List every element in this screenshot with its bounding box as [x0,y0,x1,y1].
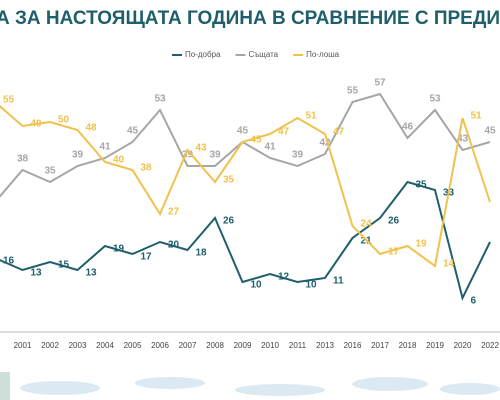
data-label: 39 [72,150,84,161]
x-tick-label: 2016 [344,341,362,350]
data-label: 40 [113,155,125,166]
x-tick-label: 2009 [234,341,252,350]
data-label: 41 [264,142,276,153]
data-label: 45 [127,126,139,137]
data-label: 49 [31,119,43,130]
data-label: 45 [484,126,496,137]
data-label: 39 [292,150,304,161]
data-label: 57 [374,78,386,89]
data-label: 35 [416,180,428,191]
data-label: 51 [306,111,318,122]
chart-title: А ЗА НАСТОЯЩАТА ГОДИНА В СРАВНЕНИЕ С ПРЕ… [0,8,500,29]
data-label: 42 [319,138,331,149]
data-label: 10 [251,280,263,291]
x-tick-label: 2017 [371,341,389,350]
data-label: 17 [388,247,400,258]
data-label: 13 [86,268,98,279]
data-label: 51 [471,111,483,122]
data-label: 6 [471,296,477,307]
data-label: 39 [209,150,221,161]
legend-label: По-добра [185,50,221,59]
data-label: 11 [333,276,344,287]
series-line [0,180,491,301]
data-label: 39 [182,150,194,161]
data-label: 27 [168,207,180,218]
data-label: 41 [99,142,111,153]
data-label: 53 [154,94,166,105]
x-tick-label: 2020 [454,341,472,350]
x-tick-label: 2003 [69,341,87,350]
data-label: 26 [388,216,400,227]
data-label: 16 [3,256,15,267]
data-label: 17 [141,252,153,263]
data-label: 10 [306,280,318,291]
data-label: 46 [402,122,414,133]
data-label: 50 [58,115,70,126]
data-label: 24 [361,219,373,230]
data-label: 18 [196,248,208,259]
data-label: 45 [251,135,263,146]
legend-label: По-лоша [306,50,339,59]
data-label: 55 [3,95,15,106]
data-label: 13 [31,268,43,279]
data-label: 47 [278,127,290,138]
data-label: 38 [141,163,153,174]
data-label: 15 [58,260,70,271]
data-label: 48 [86,123,98,134]
x-tick-label: 2008 [206,341,224,350]
x-tick-label: 2002 [41,341,59,350]
data-label: 43 [457,134,469,145]
data-label: 38 [17,154,29,165]
x-tick-label: 2010 [261,341,279,350]
x-tick-label: 2013 [316,341,334,350]
data-label: 35 [44,166,56,177]
data-label: 45 [237,126,249,137]
data-label: 55 [347,86,359,97]
data-label: 43 [196,143,208,154]
data-label: 19 [113,244,125,255]
x-tick-label: 2022 [481,341,499,350]
series-line [0,105,491,268]
x-tick-label: 2006 [151,341,169,350]
data-label: 14 [443,259,455,270]
data-label: 19 [416,239,428,250]
data-label: 35 [223,175,235,186]
x-tick-label: 2004 [96,341,114,350]
x-tick-label: 2019 [426,341,444,350]
x-tick-label: 2007 [179,341,197,350]
legend-label: Същата [248,50,278,59]
x-tick-label: 2011 [289,341,307,350]
data-label: 47 [333,127,345,138]
x-tick-label: 2001 [14,341,32,350]
x-tick-label: 2018 [399,341,417,350]
data-label: 12 [278,272,290,283]
data-label: 20 [168,240,180,251]
x-tick-label: 2005 [124,341,142,350]
decoration [0,372,500,400]
data-label: 26 [223,216,235,227]
data-label: 53 [429,94,441,105]
